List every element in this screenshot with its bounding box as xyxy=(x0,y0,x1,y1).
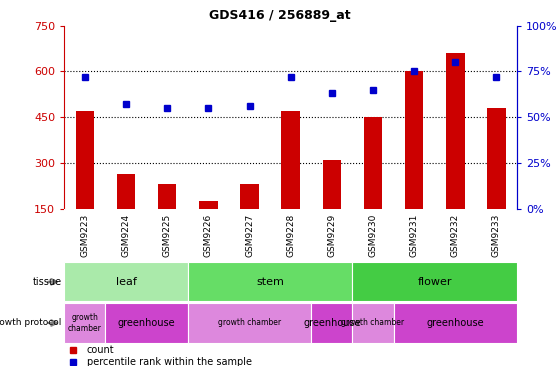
Text: stem: stem xyxy=(256,277,284,287)
Bar xyxy=(323,160,341,254)
Text: GSM9227: GSM9227 xyxy=(245,213,254,257)
Text: GSM9223: GSM9223 xyxy=(80,213,89,257)
Bar xyxy=(64,262,188,301)
Bar xyxy=(352,262,517,301)
Bar xyxy=(311,303,352,343)
Bar xyxy=(64,303,106,343)
Text: growth chamber: growth chamber xyxy=(342,318,405,328)
Text: leaf: leaf xyxy=(116,277,136,287)
Text: GSM9233: GSM9233 xyxy=(492,213,501,257)
Bar xyxy=(75,111,94,254)
Bar xyxy=(405,71,423,254)
Bar xyxy=(188,262,352,301)
Text: GSM9226: GSM9226 xyxy=(204,213,213,257)
Text: greenhouse: greenhouse xyxy=(427,318,484,328)
Text: greenhouse: greenhouse xyxy=(303,318,361,328)
Text: growth chamber: growth chamber xyxy=(218,318,281,328)
Text: GSM9230: GSM9230 xyxy=(368,213,377,257)
Text: growth
chamber: growth chamber xyxy=(68,313,102,333)
Text: count: count xyxy=(87,344,115,355)
Text: growth protocol: growth protocol xyxy=(0,318,61,328)
Bar xyxy=(487,108,506,254)
Bar xyxy=(199,201,217,254)
Text: GSM9228: GSM9228 xyxy=(286,213,295,257)
Text: tissue: tissue xyxy=(32,277,61,287)
Bar xyxy=(188,303,311,343)
Bar xyxy=(352,303,394,343)
Bar xyxy=(394,303,517,343)
Text: greenhouse: greenhouse xyxy=(118,318,176,328)
Text: percentile rank within the sample: percentile rank within the sample xyxy=(87,356,252,366)
Text: GSM9229: GSM9229 xyxy=(328,213,337,257)
Bar xyxy=(117,173,135,254)
Bar xyxy=(364,117,382,254)
Bar xyxy=(240,184,259,254)
Bar xyxy=(158,184,177,254)
Text: GSM9231: GSM9231 xyxy=(410,213,419,257)
Text: GSM9232: GSM9232 xyxy=(451,213,460,257)
Bar xyxy=(446,53,465,254)
Text: GSM9225: GSM9225 xyxy=(163,213,172,257)
Bar xyxy=(281,111,300,254)
Bar xyxy=(106,303,188,343)
Text: flower: flower xyxy=(418,277,452,287)
Text: GSM9224: GSM9224 xyxy=(121,214,131,257)
Text: GDS416 / 256889_at: GDS416 / 256889_at xyxy=(209,9,350,22)
